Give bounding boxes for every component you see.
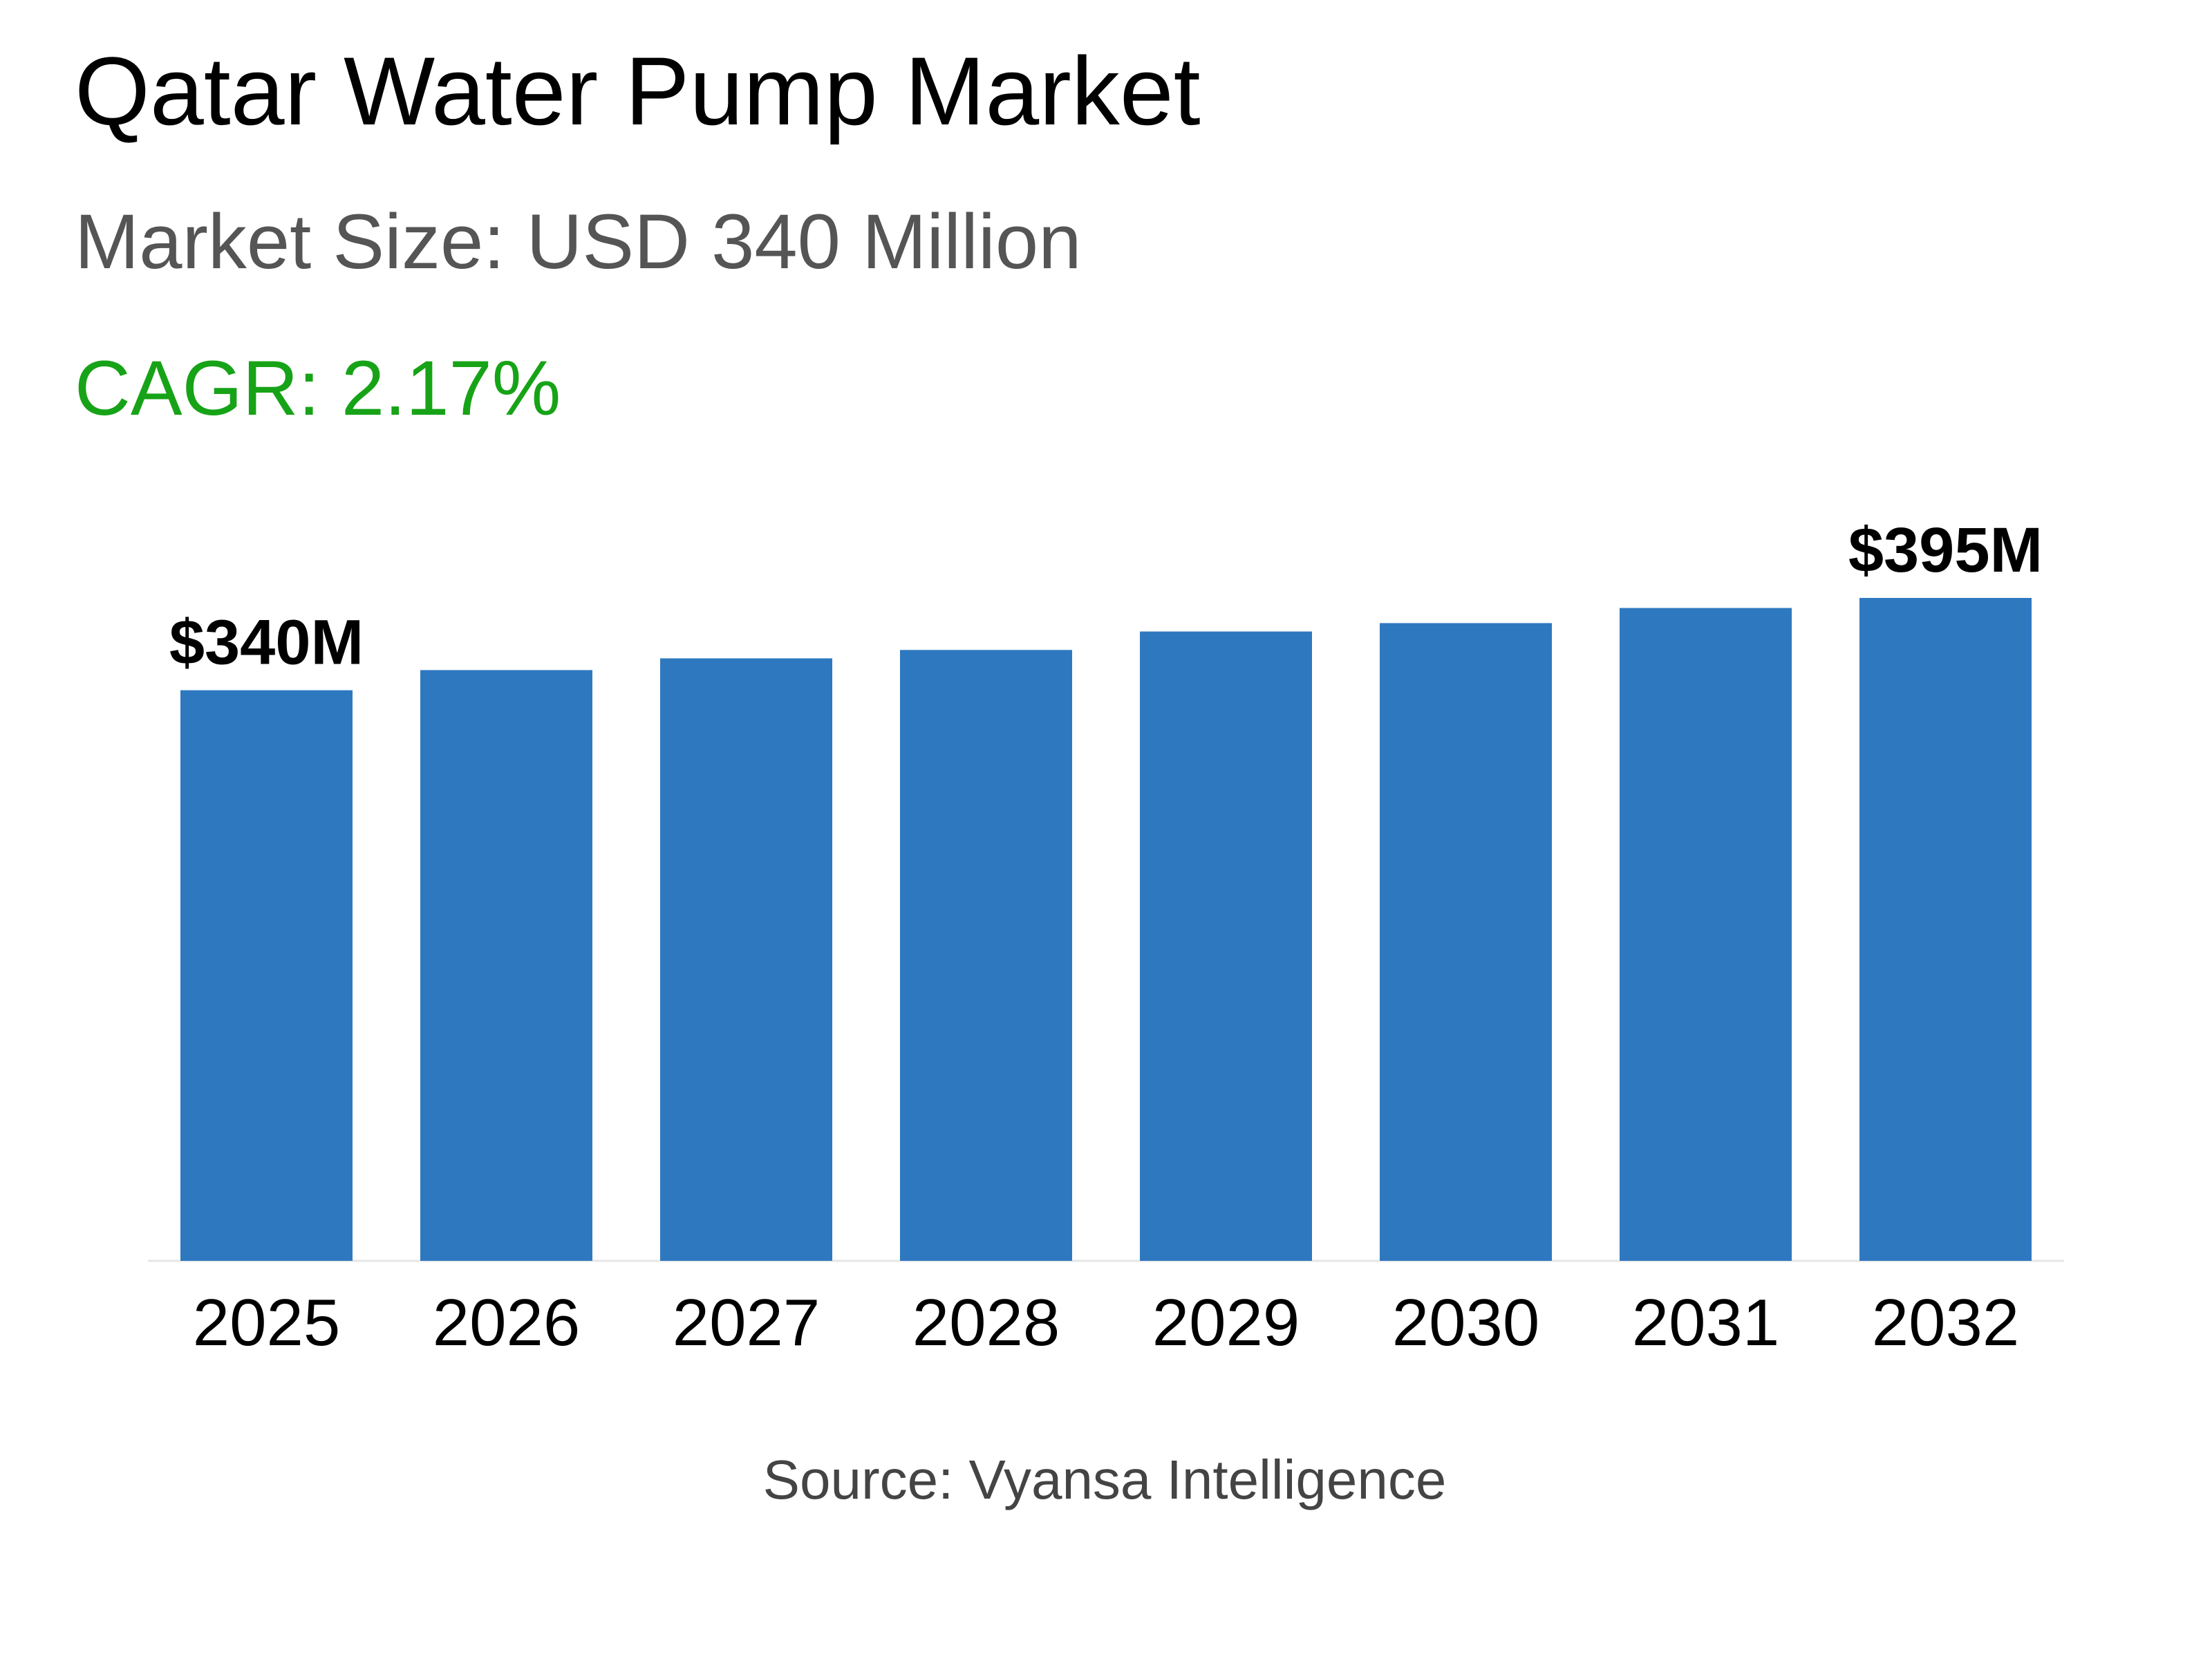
bar [1859, 598, 2032, 1261]
x-tick-label: 2032 [1872, 1286, 2020, 1360]
x-tick-label: 2027 [673, 1286, 821, 1360]
x-tick-label: 2029 [1152, 1286, 1300, 1360]
bar [180, 690, 353, 1261]
x-tick-label: 2026 [433, 1286, 581, 1360]
source-note: Source: Vyansa Intelligence [763, 1449, 1447, 1510]
value-label: $340M [169, 608, 364, 678]
bar [1620, 608, 1792, 1261]
chart-title: Qatar Water Pump Market [75, 37, 1201, 145]
x-tick-label: 2025 [193, 1286, 341, 1360]
x-tick-label: 2030 [1392, 1286, 1540, 1360]
bar [1140, 631, 1312, 1261]
value-label: $395M [1848, 515, 2043, 585]
chart-subtitle: Market Size: USD 340 Million [75, 198, 1082, 285]
bar [660, 658, 832, 1261]
bar [900, 650, 1072, 1261]
cagr-label: CAGR: 2.17% [75, 345, 561, 431]
bar [1380, 623, 1552, 1261]
x-tick-label: 2028 [912, 1286, 1060, 1360]
bar [420, 670, 592, 1261]
x-tick-label: 2031 [1632, 1286, 1780, 1360]
